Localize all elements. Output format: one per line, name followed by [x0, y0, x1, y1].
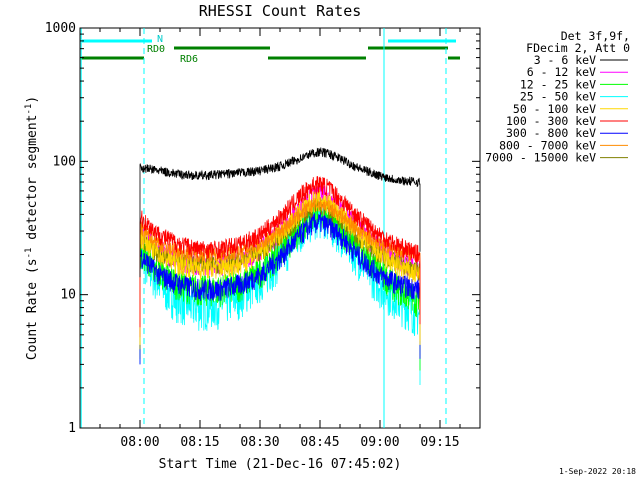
legend-header-line2: FDecim 2, Att 0 [526, 41, 630, 55]
y-axis-label: Count Rate (s-1 detector segment-1) [24, 96, 40, 360]
x-tick-label: 08:45 [300, 435, 339, 450]
legend-header-line1: Det 3f,9f, [561, 29, 630, 43]
legend-label: 50 - 100 keV [513, 102, 596, 116]
legend-label: 25 - 50 keV [520, 90, 596, 104]
x-tick-label: 09:15 [420, 435, 459, 450]
legend-label: 100 - 300 keV [506, 114, 596, 128]
series-line-0 [139, 147, 421, 278]
annotation-rd6: RD6 [180, 54, 198, 65]
x-axis-ticks: 08:00 08:15 08:30 08:45 09:00 09:15 [99, 28, 461, 450]
y-axis-ticks: 1 10 100 1000 [45, 21, 480, 436]
chart-title: RHESSI Count Rates [199, 2, 362, 20]
legend-label: 3 - 6 keV [534, 53, 596, 67]
y-tick-label: 100 [53, 154, 76, 169]
x-tick-label: 08:30 [240, 435, 279, 450]
footer-timestamp: 1-Sep-2022 20:18 [559, 467, 636, 476]
series-line-3 [139, 198, 421, 385]
x-tick-label: 08:15 [180, 435, 219, 450]
legend-label: 800 - 7000 keV [499, 138, 596, 152]
y-tick-label: 10 [60, 288, 76, 303]
y-tick-label: 1000 [45, 21, 76, 36]
annotation-n: N [157, 34, 163, 45]
legend-label: 12 - 25 keV [520, 77, 596, 91]
legend-label: 6 - 12 keV [527, 65, 596, 79]
y-tick-label: 1 [68, 421, 76, 436]
legend-label: 7000 - 15000 keV [485, 151, 596, 165]
series-line-6 [139, 212, 421, 365]
legend-label: 300 - 800 keV [506, 126, 596, 140]
series-line-4 [139, 189, 421, 345]
x-axis-label: Start Time (21-Dec-16 07:45:02) [159, 457, 402, 472]
series-line-5 [139, 176, 421, 328]
flag-bars [80, 39, 460, 60]
series-line-7 [139, 197, 421, 338]
annotation-rd0: RD0 [147, 44, 165, 55]
series-layer [139, 147, 421, 385]
x-tick-label: 09:00 [360, 435, 399, 450]
x-tick-label: 08:00 [120, 435, 159, 450]
